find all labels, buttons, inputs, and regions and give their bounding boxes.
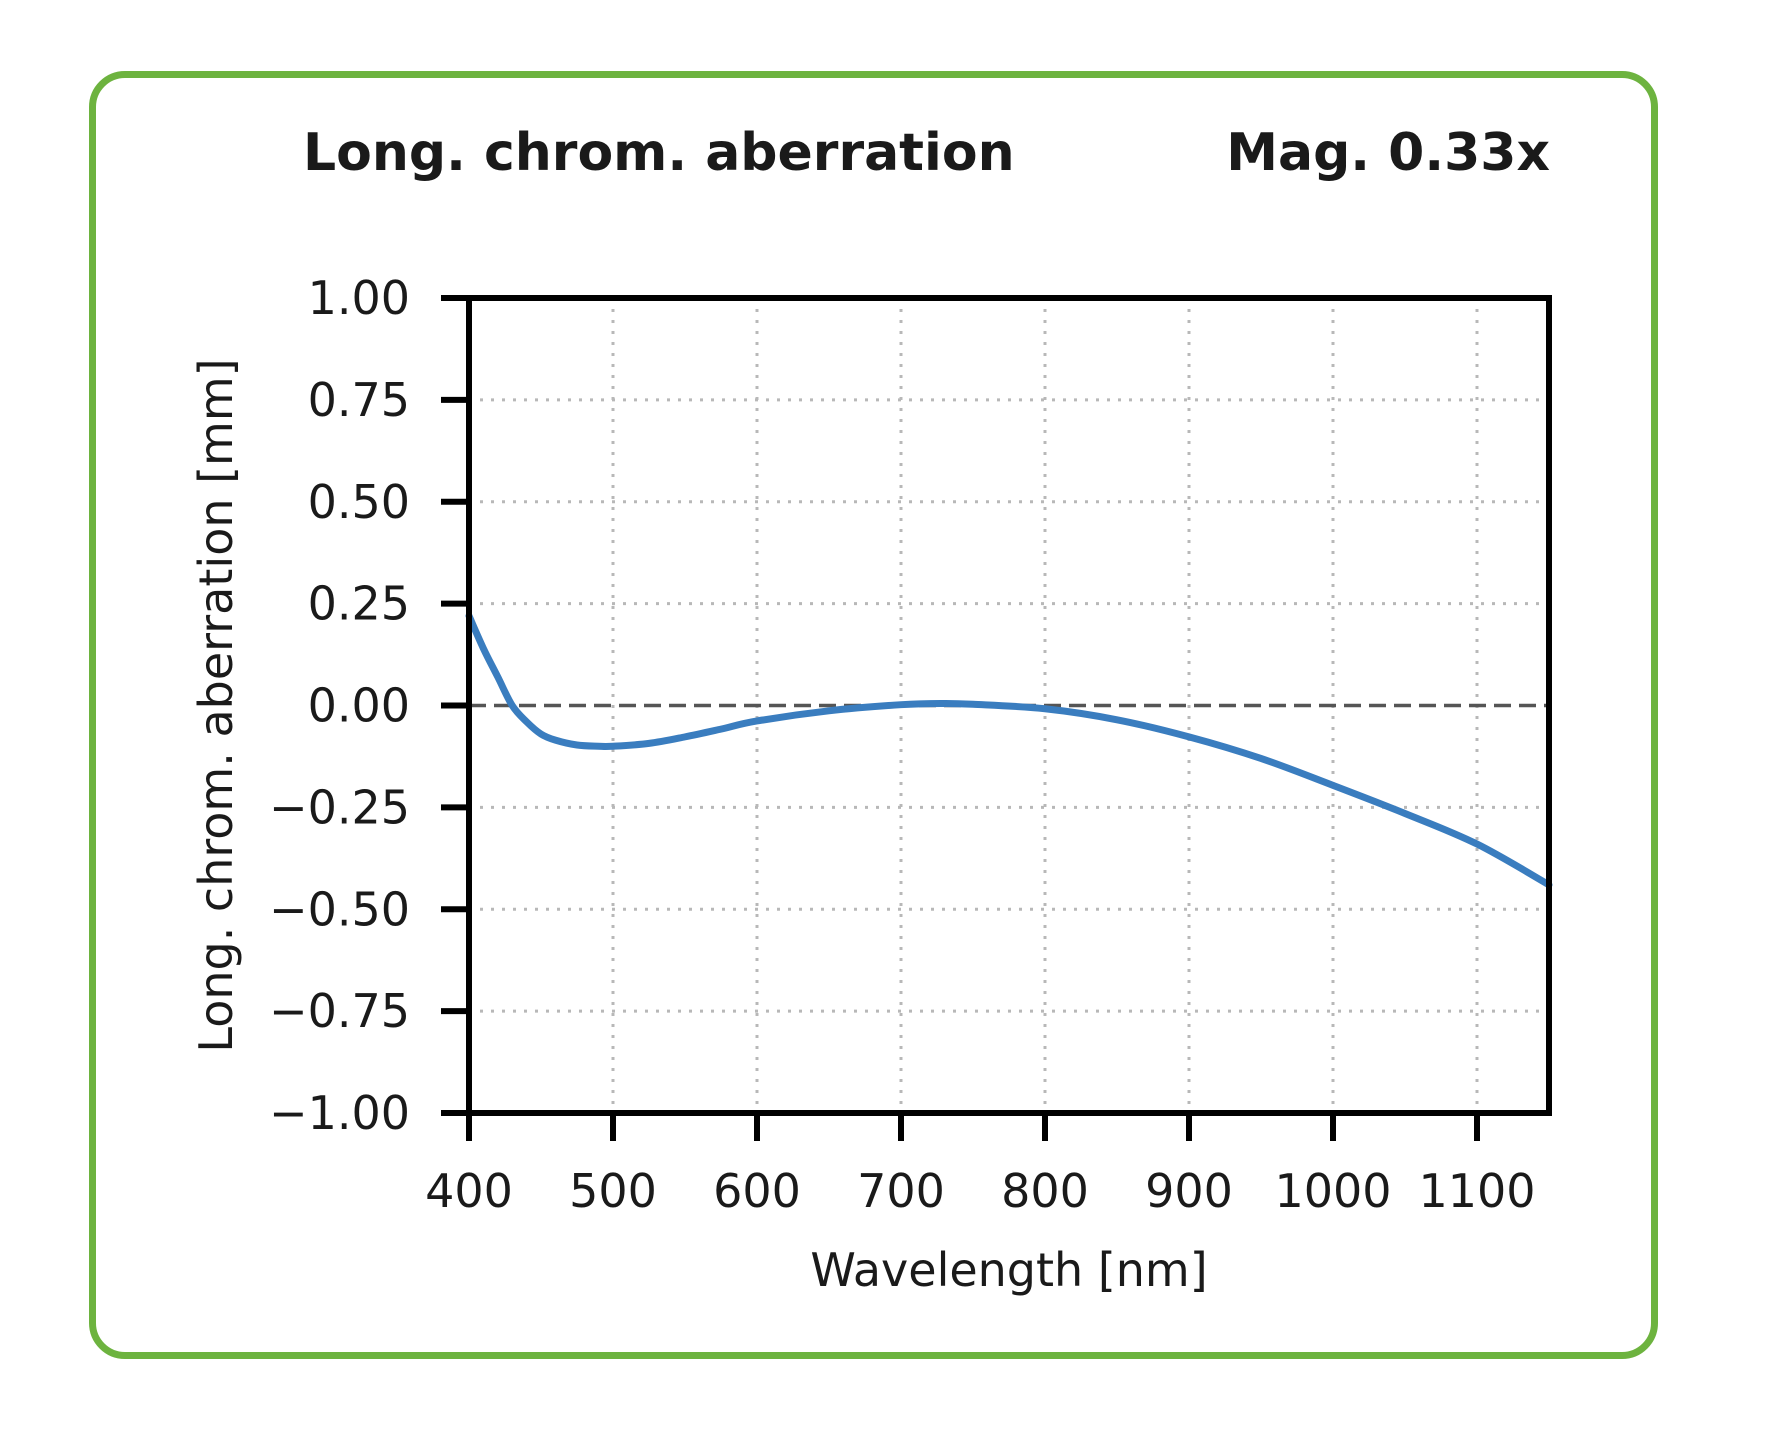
x-tick-label: 900	[1145, 1164, 1233, 1218]
x-axis-ticks: 400 500 600 700 800 900 1000 1100	[425, 1113, 1536, 1218]
chart-title: Long. chrom. aberration	[303, 123, 1015, 183]
x-tick-label: 400	[425, 1164, 513, 1218]
y-tick-label: 0.00	[308, 679, 410, 733]
y-axis-ticks: 1.00 0.75 0.50 0.25 0.00 −0.25 −0.50 −0.75 −1.00	[269, 271, 469, 1140]
y-tick-label: 0.75	[308, 373, 410, 427]
x-tick-label: 600	[713, 1164, 801, 1218]
y-tick-label: 0.25	[308, 577, 410, 631]
y-tick-label: −0.25	[269, 780, 410, 834]
x-tick-label: 1000	[1274, 1164, 1391, 1218]
data-line	[465, 612, 1553, 889]
x-axis-label: Wavelength [nm]	[810, 1243, 1207, 1297]
y-axis-label: Long. chrom. aberration [mm]	[189, 358, 243, 1052]
x-tick-label: 700	[857, 1164, 945, 1218]
y-tick-label: −0.50	[269, 882, 410, 936]
y-tick-label: 0.50	[308, 475, 410, 529]
y-tick-label: −1.00	[269, 1086, 410, 1140]
x-tick-label: 800	[1001, 1164, 1089, 1218]
x-tick-label: 1100	[1418, 1164, 1535, 1218]
x-tick-label: 500	[569, 1164, 657, 1218]
y-tick-label: −0.75	[269, 984, 410, 1038]
magnification-label: Mag. 0.33x	[1226, 123, 1550, 183]
chart-card	[89, 71, 1658, 1359]
y-tick-label: 1.00	[308, 271, 410, 325]
